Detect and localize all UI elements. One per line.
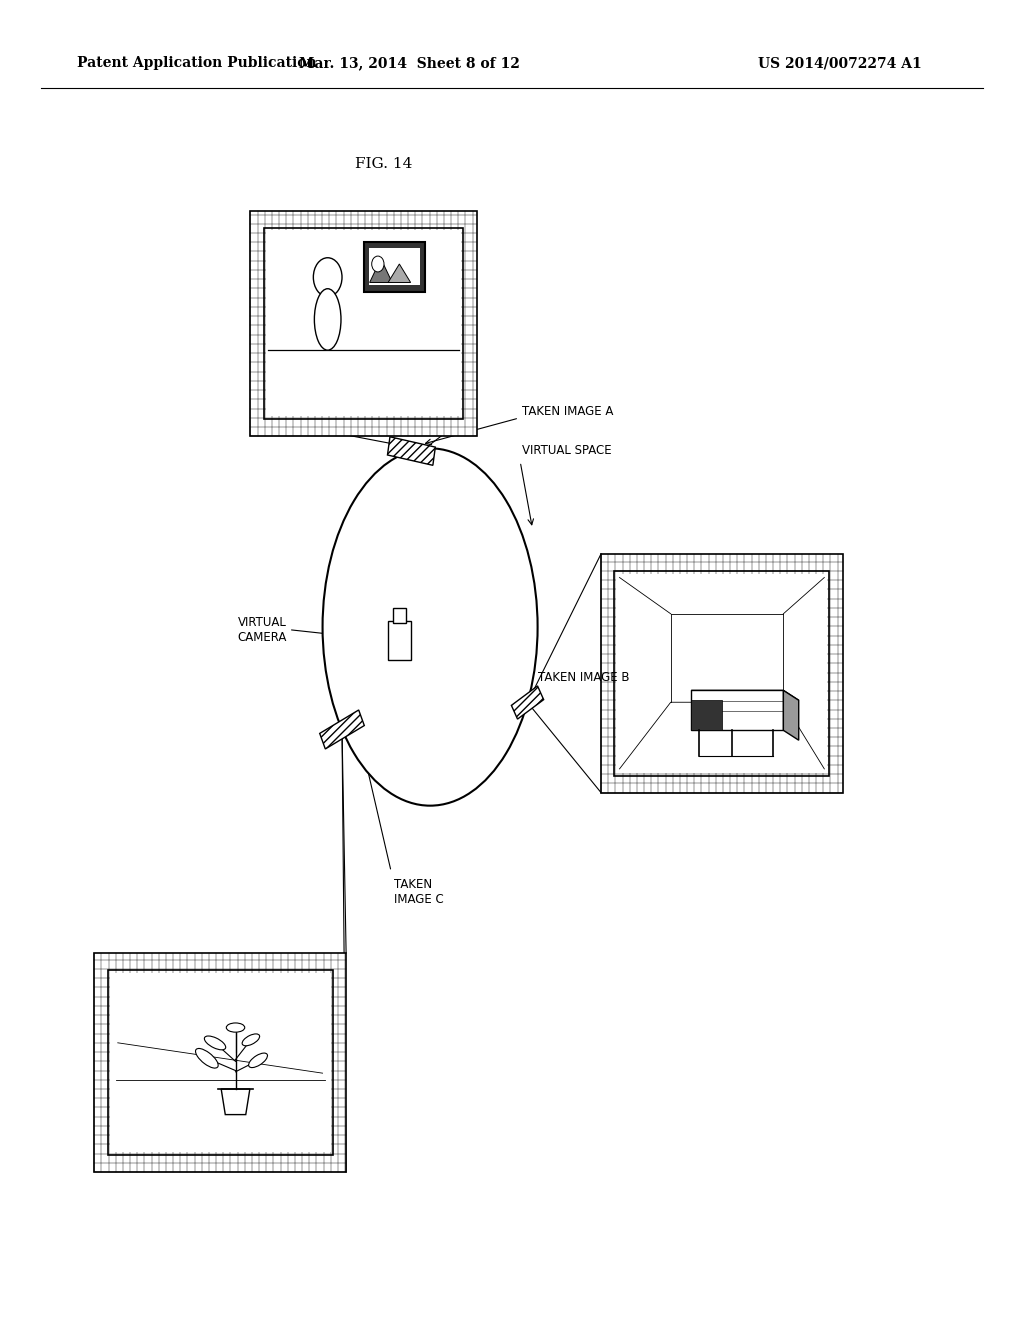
Text: TAKEN
IMAGE C: TAKEN IMAGE C [394,878,444,907]
Bar [265,231,461,417]
Polygon shape [221,1089,250,1114]
Bar [691,700,722,730]
Ellipse shape [249,1053,267,1068]
Text: Patent Application Publication: Patent Application Publication [77,57,316,70]
Bar [393,609,406,623]
Ellipse shape [314,289,341,350]
Polygon shape [388,264,411,282]
Bar [369,248,420,285]
Bar [108,970,333,1155]
Text: TAKEN IMAGE A: TAKEN IMAGE A [522,405,613,418]
Bar [388,620,411,660]
Text: US 2014/0072274 A1: US 2014/0072274 A1 [758,57,922,70]
Polygon shape [370,259,392,282]
Bar [263,227,463,420]
Text: TAKEN IMAGE B: TAKEN IMAGE B [538,671,629,684]
Polygon shape [691,690,799,701]
Polygon shape [691,690,783,730]
Bar [616,573,827,774]
Ellipse shape [226,1023,245,1032]
Bar [601,554,843,792]
Ellipse shape [313,257,342,297]
Bar [364,242,425,292]
Ellipse shape [242,1034,260,1045]
Text: Mar. 13, 2014  Sheet 8 of 12: Mar. 13, 2014 Sheet 8 of 12 [299,57,520,70]
Bar [110,973,331,1152]
Ellipse shape [196,1048,218,1068]
Text: FIG. 14: FIG. 14 [355,157,413,170]
Text: VIRTUAL SPACE: VIRTUAL SPACE [522,445,612,458]
Bar [511,686,544,719]
Ellipse shape [205,1036,225,1049]
Bar [94,953,346,1172]
Circle shape [372,256,384,272]
Bar [250,210,476,436]
Polygon shape [783,690,799,741]
Ellipse shape [323,449,538,805]
Bar [319,710,365,748]
Bar [614,570,829,776]
Bar [387,437,435,466]
Text: VIRTUAL
CAMERA: VIRTUAL CAMERA [238,615,287,644]
